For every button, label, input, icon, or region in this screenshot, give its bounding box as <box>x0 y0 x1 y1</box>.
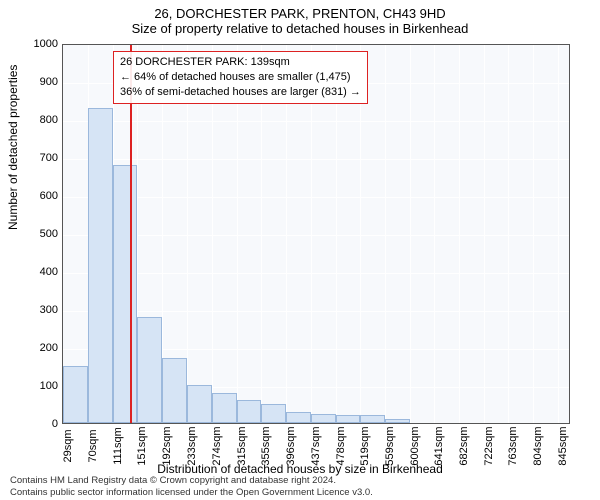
x-tick-label: 559sqm <box>384 426 396 465</box>
x-tick-label: 29sqm <box>62 429 74 462</box>
annotation-line: ← 64% of detached houses are smaller (1,… <box>120 70 361 85</box>
x-tick-label: 111sqm <box>112 427 124 465</box>
x-tick-label: 151sqm <box>136 426 148 465</box>
attribution-text: Contains HM Land Registry data © Crown c… <box>10 475 373 498</box>
grid-line-v <box>385 45 386 423</box>
annotation-line: 36% of semi-detached houses are larger (… <box>120 85 361 100</box>
histogram-bar <box>261 404 286 423</box>
histogram-bar <box>187 385 212 423</box>
grid-line-h <box>63 235 569 236</box>
grid-line-v <box>410 45 411 423</box>
grid-line-v <box>533 45 534 423</box>
x-tick-label: 396sqm <box>285 426 297 465</box>
histogram-bar <box>311 414 336 424</box>
y-tick-label: 500 <box>18 228 58 240</box>
histogram-bar <box>113 165 137 423</box>
x-tick-label: 315sqm <box>236 426 248 465</box>
y-tick-label: 0 <box>18 418 58 430</box>
attribution-line: Contains HM Land Registry data © Crown c… <box>10 475 373 486</box>
histogram-bar <box>385 419 410 423</box>
x-tick-label: 641sqm <box>433 426 445 465</box>
grid-line-v <box>459 45 460 423</box>
x-tick-label: 274sqm <box>211 426 223 465</box>
x-tick-label: 437sqm <box>310 426 322 465</box>
histogram-bar <box>88 108 113 423</box>
x-tick-label: 722sqm <box>483 426 495 465</box>
y-tick-label: 600 <box>18 190 58 202</box>
x-tick-label: 519sqm <box>359 426 371 465</box>
chart-container: 26, DORCHESTER PARK, PRENTON, CH43 9HD S… <box>0 0 600 500</box>
histogram-bar <box>162 358 187 423</box>
histogram-bar <box>336 415 361 423</box>
annotation-box: 26 DORCHESTER PARK: 139sqm ← 64% of deta… <box>113 51 368 104</box>
histogram-bar <box>286 412 311 423</box>
x-tick-label: 70sqm <box>87 429 99 462</box>
histogram-bar <box>63 366 88 423</box>
y-axis-label: Number of detached properties <box>6 65 20 230</box>
x-tick-label: 192sqm <box>161 426 173 465</box>
grid-line-v <box>508 45 509 423</box>
histogram-bar <box>360 415 384 423</box>
y-tick-label: 900 <box>18 76 58 88</box>
annotation-line: 26 DORCHESTER PARK: 139sqm <box>120 55 361 70</box>
y-tick-label: 200 <box>18 342 58 354</box>
y-tick-label: 800 <box>18 114 58 126</box>
histogram-bar <box>212 393 237 423</box>
grid-line-h <box>63 121 569 122</box>
y-tick-label: 300 <box>18 304 58 316</box>
x-tick-label: 355sqm <box>260 426 272 465</box>
attribution-line: Contains public sector information licen… <box>10 487 373 498</box>
y-tick-label: 1000 <box>18 38 58 50</box>
y-tick-label: 700 <box>18 152 58 164</box>
grid-line-h <box>63 197 569 198</box>
grid-line-v <box>484 45 485 423</box>
x-tick-label: 845sqm <box>557 426 569 465</box>
x-tick-label: 600sqm <box>409 426 421 465</box>
x-tick-label: 804sqm <box>532 426 544 465</box>
chart-title-sub: Size of property relative to detached ho… <box>0 21 600 36</box>
grid-line-v <box>558 45 559 423</box>
grid-line-h <box>63 273 569 274</box>
y-tick-label: 400 <box>18 266 58 278</box>
plot-area: 26 DORCHESTER PARK: 139sqm ← 64% of deta… <box>62 44 570 424</box>
x-tick-label: 763sqm <box>507 426 519 465</box>
grid-line-v <box>434 45 435 423</box>
x-tick-label: 478sqm <box>335 426 347 465</box>
chart-title-main: 26, DORCHESTER PARK, PRENTON, CH43 9HD <box>0 0 600 21</box>
x-tick-label: 682sqm <box>458 426 470 465</box>
y-tick-label: 100 <box>18 380 58 392</box>
grid-line-h <box>63 159 569 160</box>
histogram-bar <box>137 317 162 423</box>
x-tick-label: 233sqm <box>186 426 198 465</box>
histogram-bar <box>237 400 261 423</box>
grid-line-h <box>63 311 569 312</box>
